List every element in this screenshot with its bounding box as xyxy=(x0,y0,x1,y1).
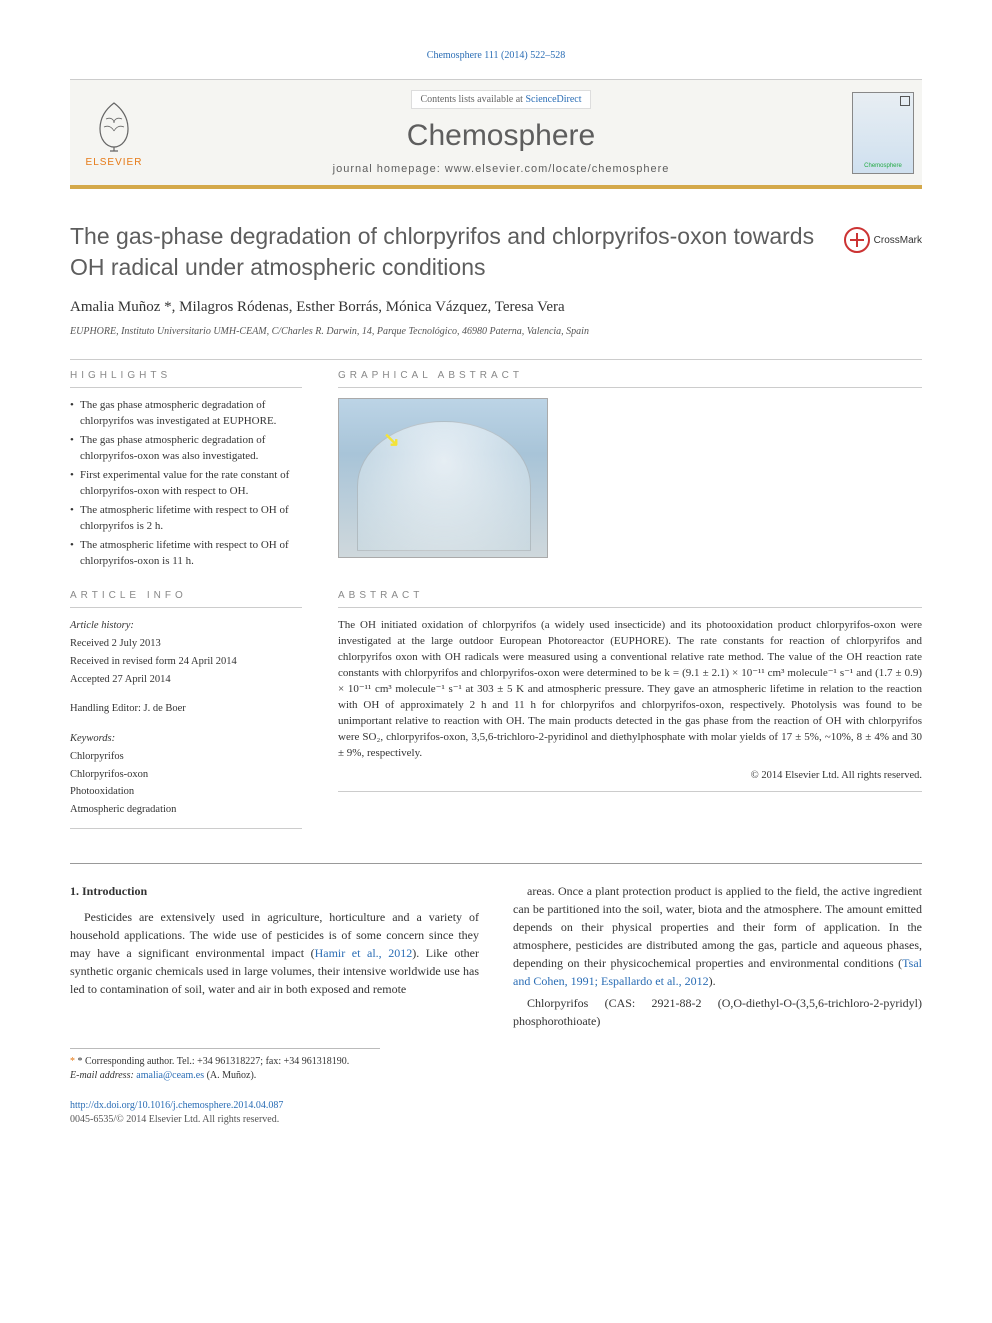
article-info-label: ARTICLE INFO xyxy=(70,590,302,601)
journal-cover-thumbnail[interactable]: Chemosphere xyxy=(852,92,914,174)
cover-tag-icon xyxy=(900,96,910,106)
cover-label: Chemosphere xyxy=(855,163,911,169)
journal-center: Contents lists available at ScienceDirec… xyxy=(158,80,844,185)
issn-copyright: 0045-6535/© 2014 Elsevier Ltd. All right… xyxy=(70,1113,922,1127)
rule xyxy=(338,791,922,792)
contents-available-line: Contents lists available at ScienceDirec… xyxy=(411,90,590,109)
homepage-url[interactable]: www.elsevier.com/locate/chemosphere xyxy=(445,163,670,175)
article-info: Article history: Received 2 July 2013 Re… xyxy=(70,618,302,818)
divider xyxy=(70,863,922,864)
keywords-label: Keywords: xyxy=(70,731,302,747)
journal-cover-box: Chemosphere xyxy=(844,80,922,185)
received-date: Received 2 July 2013 xyxy=(70,636,302,652)
citation-link[interactable]: Hamir et al., 2012 xyxy=(315,946,413,960)
journal-name: Chemosphere xyxy=(170,119,832,153)
email-label: E-mail address: xyxy=(70,1070,136,1081)
abstract-label: ABSTRACT xyxy=(338,590,922,601)
article-title: The gas-phase degradation of chlorpyrifo… xyxy=(70,221,824,283)
crossmark-icon xyxy=(844,227,870,253)
body-paragraph: areas. Once a plant protection product i… xyxy=(513,882,922,990)
body-columns: 1. Introduction Pesticides are extensive… xyxy=(70,882,922,1030)
sciencedirect-link[interactable]: ScienceDirect xyxy=(525,94,581,105)
email-link[interactable]: amalia@ceam.es xyxy=(136,1070,204,1081)
elsevier-tree-icon xyxy=(86,97,142,153)
accepted-date: Accepted 27 April 2014 xyxy=(70,672,302,688)
text-run: areas. Once a plant protection product i… xyxy=(513,884,922,970)
highlight-item: The gas phase atmospheric degradation of… xyxy=(70,433,302,465)
body-paragraph: Chlorpyrifos (CAS: 2921-88-2 (O,O-diethy… xyxy=(513,994,922,1030)
keyword: Photooxidation xyxy=(70,784,302,800)
journal-header: ELSEVIER Contents lists available at Sci… xyxy=(70,79,922,189)
email-person: (A. Muñoz). xyxy=(204,1070,256,1081)
rule xyxy=(70,359,922,360)
footnote-area: * * Corresponding author. Tel.: +34 9613… xyxy=(70,1048,922,1127)
affiliation: EUPHORE, Instituto Universitario UMH-CEA… xyxy=(70,326,922,337)
highlights-list: The gas phase atmospheric degradation of… xyxy=(70,398,302,569)
rule xyxy=(70,828,302,829)
contents-prefix: Contents lists available at xyxy=(420,94,525,105)
graphical-abstract-label: GRAPHICAL ABSTRACT xyxy=(338,370,922,381)
highlight-item: The atmospheric lifetime with respect to… xyxy=(70,503,302,535)
rule xyxy=(70,607,302,608)
publisher-name: ELSEVIER xyxy=(86,157,143,168)
homepage-prefix: journal homepage: xyxy=(333,163,445,175)
graphical-abstract-image: ↘ xyxy=(338,398,548,558)
highlights-label: HIGHLIGHTS xyxy=(70,370,302,381)
authors-line: Amalia Muñoz *, Milagros Ródenas, Esther… xyxy=(70,299,922,316)
keyword: Atmospheric degradation xyxy=(70,802,302,818)
rule xyxy=(338,607,922,608)
rule xyxy=(70,387,302,388)
abstract-text: The OH initiated oxidation of chlorpyrif… xyxy=(338,618,922,761)
corr-text: * Corresponding author. Tel.: +34 961318… xyxy=(78,1056,350,1067)
revised-date: Received in revised form 24 April 2014 xyxy=(70,654,302,670)
publisher-logo-box[interactable]: ELSEVIER xyxy=(70,80,158,185)
history-label: Article history: xyxy=(70,618,302,634)
keyword: Chlorpyrifos xyxy=(70,749,302,765)
crossmark-label: CrossMark xyxy=(874,235,922,246)
text-run: ). xyxy=(709,974,716,988)
section-heading: 1. Introduction xyxy=(70,882,479,900)
highlight-item: The atmospheric lifetime with respect to… xyxy=(70,538,302,570)
highlight-item: First experimental value for the rate co… xyxy=(70,468,302,500)
abstract-copyright: © 2014 Elsevier Ltd. All rights reserved… xyxy=(338,770,922,781)
highlight-item: The gas phase atmospheric degradation of… xyxy=(70,398,302,430)
star-icon: * xyxy=(70,1056,78,1067)
crossmark-widget[interactable]: CrossMark xyxy=(844,227,922,253)
journal-reference: Chemosphere 111 (2014) 522–528 xyxy=(70,50,922,61)
handling-editor: Handling Editor: J. de Boer xyxy=(70,701,302,717)
body-paragraph: Pesticides are extensively used in agric… xyxy=(70,908,479,998)
arrow-icon: ↘ xyxy=(383,427,400,452)
journal-homepage: journal homepage: www.elsevier.com/locat… xyxy=(170,163,832,175)
doi-link[interactable]: http://dx.doi.org/10.1016/j.chemosphere.… xyxy=(70,1099,922,1113)
corresponding-author: * * Corresponding author. Tel.: +34 9613… xyxy=(70,1048,380,1083)
rule xyxy=(338,387,922,388)
keyword: Chlorpyrifos-oxon xyxy=(70,767,302,783)
